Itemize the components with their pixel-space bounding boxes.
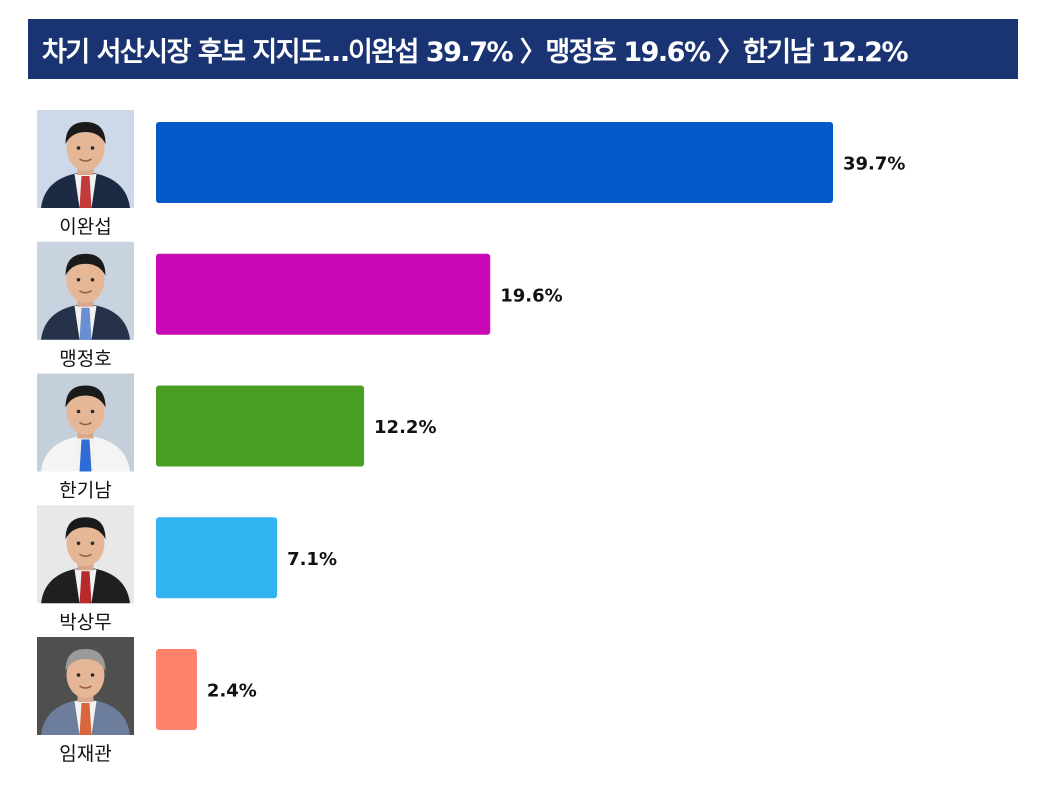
bar-value-label: 12.2% [374, 417, 436, 438]
candidate-name: 박상무 [59, 611, 111, 633]
candidate-name: 임재관 [59, 743, 111, 765]
bar-5 [156, 649, 197, 730]
bar-value-label: 2.4% [207, 681, 257, 702]
candidate-photo [37, 373, 134, 472]
candidate-photo [37, 241, 134, 340]
bar-1 [156, 122, 833, 203]
bar-value-label: 7.1% [287, 549, 337, 570]
bar-2 [156, 253, 491, 335]
bar-value-label: 39.7% [843, 154, 905, 175]
candidate-photo [37, 637, 134, 735]
candidate-photo [37, 505, 134, 604]
candidate-name: 이완섭 [59, 216, 111, 238]
bar-value-label: 19.6% [500, 285, 562, 306]
candidate-name: 맹정호 [59, 348, 111, 370]
bar-3 [156, 385, 365, 467]
candidate-photo [37, 110, 134, 208]
bar-4 [156, 517, 278, 599]
candidate-name: 한기남 [59, 480, 111, 502]
chart-title: 차기 서산시장 후보 지지도…이완섭 39.7% 〉맹정호 19.6% 〉한기남… [28, 19, 1018, 79]
